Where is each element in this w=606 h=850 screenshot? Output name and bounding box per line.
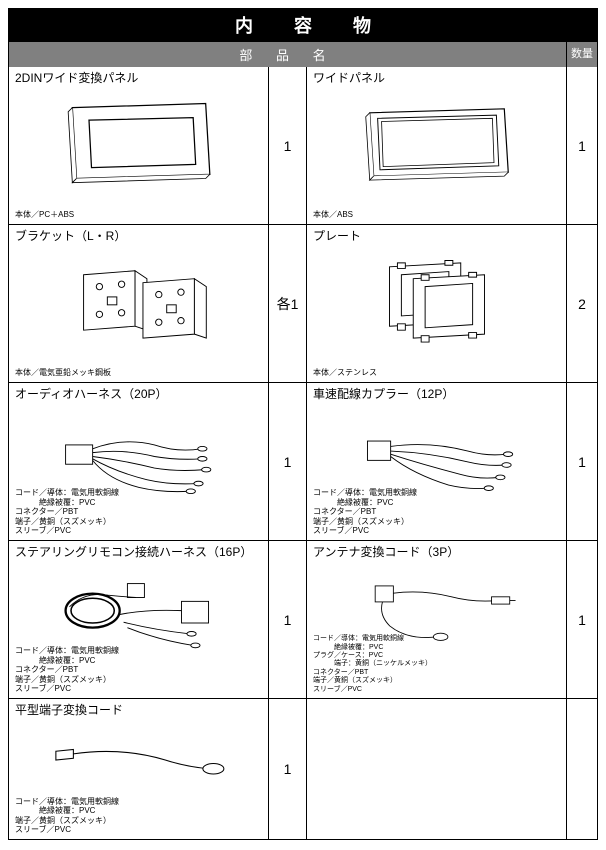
part-name: 平型端子変換コード — [15, 703, 262, 719]
material-text: 本体／ステンレス — [313, 368, 560, 378]
material-text: 本体／PC＋ABS — [15, 210, 262, 220]
qty-2-right: 1 — [567, 383, 597, 541]
empty-cell — [307, 699, 567, 839]
cell-2-right: 車速配線カプラー（12P） コード／導体： — [307, 383, 567, 541]
part-name: ステアリングリモコン接続ハーネス（16P） — [15, 545, 262, 561]
material-text: コード／導体：電気用軟銅線 絶縁被覆：PVC 端子／黄銅（スズメッキ） スリーブ… — [15, 797, 262, 835]
qty-0-left: 1 — [269, 67, 307, 225]
qty-2-left: 1 — [269, 383, 307, 541]
material-text: コード／導体：電気用軟銅線 絶縁被覆：PVC コネクター／PBT 端子／黄銅（ス… — [15, 488, 262, 536]
cell-3-right: アンテナ変換コード（3P） コード／導体：電気用軟銅線 絶縁被覆： — [307, 541, 567, 699]
page-root: 内 容 物 部 品 名 数量 2DINワイド変換パネル 本体／PC＋ABS — [0, 0, 606, 848]
material-text: コード／導体：電気用軟銅線 絶縁被覆：PVC コネクター／PBT 端子／黄銅（ス… — [313, 488, 560, 536]
cell-0-left: 2DINワイド変換パネル 本体／PC＋ABS — [9, 67, 269, 225]
row-2: オーディオハーネス（20P） — [9, 383, 597, 541]
material-text: コード／導体：電気用軟銅線 絶縁被覆：PVC コネクター／PBT 端子／黄銅（ス… — [15, 646, 262, 694]
header-part-name: 部 品 名 — [9, 42, 567, 67]
material-text: 本体／ABS — [313, 210, 560, 220]
part-name: プレート — [313, 229, 560, 245]
title-bar: 内 容 物 — [8, 8, 598, 42]
part-name: オーディオハーネス（20P） — [15, 387, 262, 403]
row-3: ステアリングリモコン接続ハーネス（16P） — [9, 541, 597, 699]
row-4: 平型端子変換コード コード／導体：電気用軟銅線 絶縁被覆：PVC 端子／黄銅（ス… — [9, 699, 597, 839]
header-qty: 数量 — [567, 42, 597, 67]
qty-3-left: 1 — [269, 541, 307, 699]
qty-0-right: 1 — [567, 67, 597, 225]
cell-1-left: ブラケット（L・R） — [9, 225, 269, 383]
qty-1-left: 各1 — [269, 225, 307, 383]
qty-1-right: 2 — [567, 225, 597, 383]
cell-4-left: 平型端子変換コード コード／導体：電気用軟銅線 絶縁被覆：PVC 端子／黄銅（ス… — [9, 699, 269, 839]
row-0: 2DINワイド変換パネル 本体／PC＋ABS 1 ワイドパネル — [9, 67, 597, 225]
cell-0-right: ワイドパネル 本体／ABS — [307, 67, 567, 225]
part-name: ブラケット（L・R） — [15, 229, 262, 245]
panel-2din-icon — [15, 91, 262, 191]
material-text: コード／導体：電気用軟銅線 絶縁被覆：PVC プラグ／ケース：PVC 端子：黄銅… — [313, 635, 560, 694]
content-border: 部 品 名 数量 2DINワイド変換パネル 本体／PC＋ABS 1 ワ — [8, 42, 598, 840]
part-name: 車速配線カプラー（12P） — [313, 387, 560, 403]
header-row: 部 品 名 数量 — [9, 42, 597, 67]
bracket-icon — [15, 249, 262, 349]
cell-1-right: プレート — [307, 225, 567, 383]
empty-qty — [567, 699, 597, 839]
cell-3-left: ステアリングリモコン接続ハーネス（16P） — [9, 541, 269, 699]
plate-icon — [313, 249, 560, 349]
flat-terminal-cord-icon — [15, 723, 262, 798]
part-name: ワイドパネル — [313, 71, 560, 87]
qty-4-left: 1 — [269, 699, 307, 839]
row-1: ブラケット（L・R） — [9, 225, 597, 383]
material-text: 本体／電気亜鉛メッキ鋼板 — [15, 368, 262, 378]
wide-panel-icon — [313, 91, 560, 191]
cell-2-left: オーディオハーネス（20P） — [9, 383, 269, 541]
part-name: アンテナ変換コード（3P） — [313, 545, 560, 561]
part-name: 2DINワイド変換パネル — [15, 71, 262, 87]
qty-3-right: 1 — [567, 541, 597, 699]
